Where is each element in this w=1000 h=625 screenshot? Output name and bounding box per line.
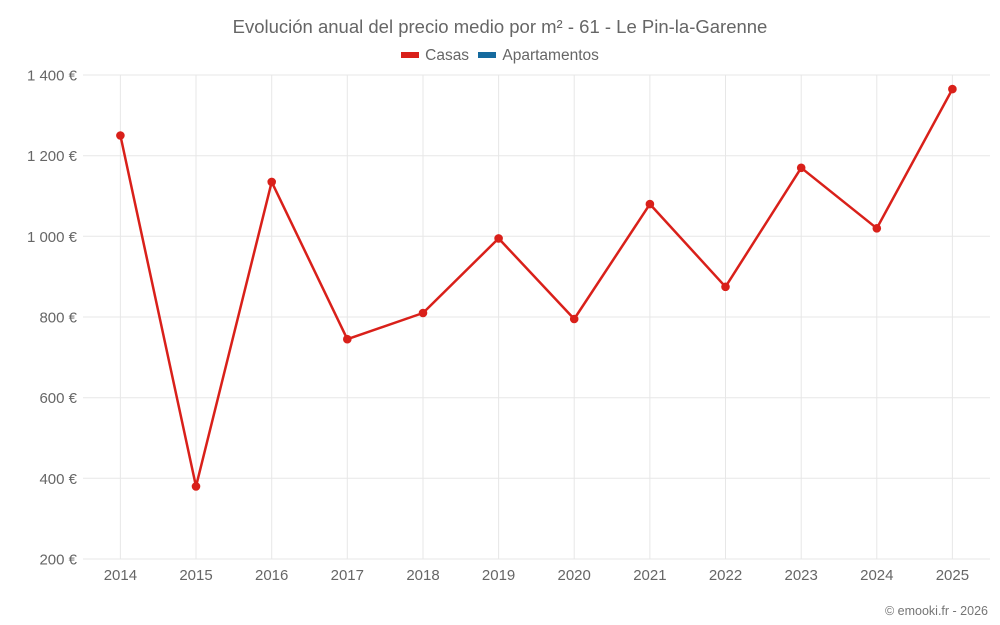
svg-text:1 400 €: 1 400 €	[27, 68, 78, 85]
svg-text:600 €: 600 €	[39, 390, 77, 407]
svg-text:2019: 2019	[482, 567, 515, 584]
svg-text:1 200 €: 1 200 €	[27, 148, 78, 165]
svg-text:2018: 2018	[406, 567, 439, 584]
svg-text:2015: 2015	[179, 567, 212, 584]
svg-text:1 000 €: 1 000 €	[27, 229, 78, 246]
svg-text:2022: 2022	[709, 567, 742, 584]
svg-text:2023: 2023	[785, 567, 818, 584]
svg-text:2016: 2016	[255, 567, 288, 584]
svg-text:200 €: 200 €	[39, 552, 77, 569]
svg-text:2014: 2014	[104, 567, 137, 584]
svg-text:2017: 2017	[331, 567, 364, 584]
svg-text:2025: 2025	[936, 567, 969, 584]
svg-text:2020: 2020	[558, 567, 591, 584]
svg-text:2021: 2021	[633, 567, 666, 584]
svg-text:2024: 2024	[860, 567, 893, 584]
svg-text:800 €: 800 €	[39, 310, 77, 327]
svg-text:400 €: 400 €	[39, 471, 77, 488]
